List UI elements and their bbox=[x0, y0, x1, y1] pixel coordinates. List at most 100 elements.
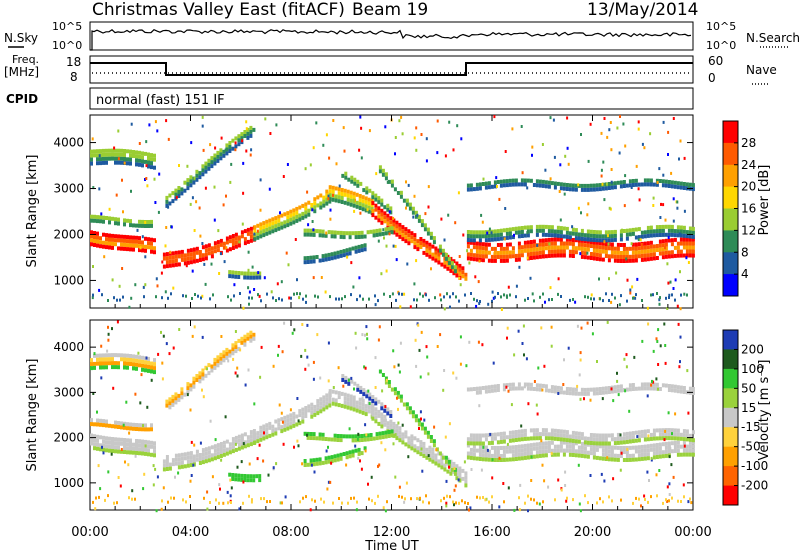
noise-cell bbox=[587, 159, 590, 163]
data-cell bbox=[345, 231, 349, 236]
data-cell bbox=[183, 257, 187, 262]
data-cell bbox=[422, 453, 426, 458]
noise-cell bbox=[130, 122, 133, 126]
data-cell bbox=[348, 434, 352, 439]
data-cell bbox=[345, 252, 349, 257]
data-cell bbox=[499, 431, 503, 436]
data-cell bbox=[192, 255, 196, 260]
data-cell bbox=[349, 198, 353, 203]
colorbar-tick-label: 100 bbox=[741, 362, 764, 376]
noise-cell bbox=[93, 352, 96, 356]
data-cell bbox=[105, 156, 108, 161]
data-cell bbox=[646, 249, 650, 254]
noise-cell bbox=[530, 455, 533, 459]
ground-cell bbox=[302, 496, 304, 500]
noise-cell bbox=[608, 128, 611, 132]
data-cell bbox=[183, 452, 187, 457]
data-cell bbox=[493, 454, 497, 458]
data-cell bbox=[529, 178, 533, 183]
data-cell bbox=[356, 387, 360, 392]
noise-cell bbox=[559, 218, 562, 222]
data-cell bbox=[610, 234, 614, 239]
data-cell bbox=[114, 353, 117, 358]
data-cell bbox=[283, 423, 287, 428]
noise-cell bbox=[667, 153, 669, 156]
data-cell bbox=[268, 421, 272, 426]
noise-cell bbox=[307, 363, 310, 367]
data-cell bbox=[336, 457, 340, 462]
data-cell bbox=[361, 199, 365, 204]
noise-cell bbox=[601, 397, 604, 401]
data-cell bbox=[354, 249, 358, 254]
data-cell bbox=[99, 215, 102, 220]
data-cell bbox=[571, 187, 575, 192]
noise-cell bbox=[124, 460, 126, 464]
data-cell bbox=[619, 243, 623, 247]
data-cell bbox=[213, 444, 217, 449]
data-cell bbox=[342, 249, 346, 254]
ground-cell bbox=[650, 293, 652, 297]
ground-cell bbox=[413, 298, 415, 302]
noise-cell bbox=[646, 394, 649, 398]
data-cell bbox=[431, 451, 435, 456]
noise-cell bbox=[203, 262, 206, 266]
data-cell bbox=[402, 198, 406, 203]
data-cell bbox=[670, 441, 674, 446]
noise-cell bbox=[374, 386, 377, 389]
noise-cell bbox=[394, 244, 397, 248]
data-cell bbox=[153, 250, 156, 255]
data-cell bbox=[189, 451, 193, 456]
data-cell bbox=[574, 449, 578, 454]
data-cell bbox=[346, 393, 350, 398]
ground-cell bbox=[491, 495, 493, 499]
noise-cell bbox=[106, 349, 109, 353]
data-cell bbox=[429, 435, 433, 439]
data-cell bbox=[213, 241, 217, 246]
noise-cell bbox=[359, 459, 361, 463]
data-cell bbox=[598, 456, 602, 461]
data-cell bbox=[123, 246, 126, 251]
data-cell bbox=[568, 444, 572, 449]
data-cell bbox=[289, 421, 293, 426]
data-cell bbox=[96, 219, 99, 224]
data-cell bbox=[360, 248, 364, 253]
data-cell bbox=[352, 195, 356, 200]
data-cell bbox=[649, 178, 653, 183]
colorbar-tick-label: 16 bbox=[741, 202, 756, 216]
data-cell bbox=[204, 244, 208, 249]
noise-cell bbox=[553, 155, 556, 159]
data-cell bbox=[688, 245, 692, 250]
data-cell bbox=[411, 414, 415, 419]
data-cell bbox=[577, 453, 581, 458]
data-cell bbox=[634, 250, 638, 255]
noise-cell bbox=[152, 464, 155, 468]
data-cell bbox=[312, 255, 316, 260]
noise-cell bbox=[491, 458, 494, 462]
colorbar-tick-label: -200 bbox=[741, 479, 768, 493]
data-cell bbox=[102, 447, 105, 452]
noise-cell bbox=[276, 282, 279, 286]
noise-cell bbox=[637, 187, 640, 191]
data-cell bbox=[396, 191, 400, 195]
data-cell bbox=[562, 245, 566, 250]
noise-cell bbox=[659, 216, 662, 219]
noise-cell bbox=[443, 369, 446, 372]
noise-cell bbox=[312, 377, 315, 381]
data-cell bbox=[364, 404, 368, 409]
noise-cell bbox=[201, 115, 204, 119]
noise-cell bbox=[118, 284, 121, 288]
data-cell bbox=[108, 353, 111, 358]
data-cell bbox=[126, 357, 129, 362]
data-cell bbox=[523, 432, 527, 437]
data-cell bbox=[538, 254, 542, 259]
noise-cell bbox=[415, 126, 418, 130]
data-cell bbox=[389, 210, 393, 215]
data-cell bbox=[292, 411, 296, 416]
data-cell bbox=[676, 181, 680, 186]
data-cell bbox=[508, 382, 512, 387]
data-cell bbox=[395, 228, 399, 233]
data-cell bbox=[691, 230, 695, 235]
data-cell bbox=[499, 458, 503, 462]
data-cell bbox=[213, 249, 217, 254]
data-cell bbox=[295, 218, 299, 223]
